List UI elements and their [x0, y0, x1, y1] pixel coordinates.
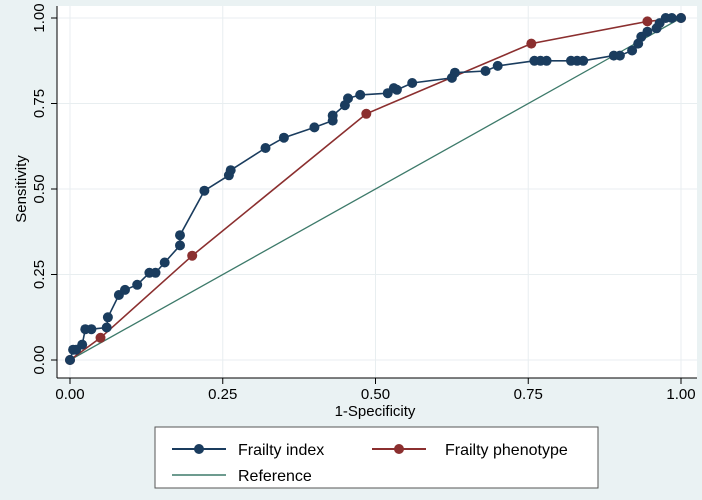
data-point-frailty-phenotype-1: [95, 332, 106, 343]
data-point-frailty-index-46: [642, 26, 653, 37]
data-point-frailty-index-16: [199, 185, 210, 196]
x-tick-label-1: 0.25: [208, 386, 237, 403]
data-point-frailty-index-7: [102, 312, 113, 323]
data-point-frailty-index-33: [480, 66, 491, 76]
grid-lines: [57, 6, 697, 378]
data-point-frailty-index-6: [101, 322, 112, 333]
data-point-frailty-index-15: [175, 230, 185, 241]
x-tick-label-0: 0.00: [55, 386, 84, 403]
data-point-frailty-index-32: [449, 67, 460, 78]
y-tick-label-4: 1.00: [31, 3, 48, 32]
data-point-frailty-index-21: [309, 122, 320, 133]
legend-item-reference: Reference: [172, 468, 312, 485]
data-point-frailty-index-18: [225, 165, 236, 176]
axes: [51, 6, 697, 384]
data-point-frailty-index-30: [407, 78, 418, 88]
legend-item-frailty-index: Frailty index: [172, 442, 324, 459]
legend-label-frailty-phenotype: Frailty phenotype: [445, 442, 568, 459]
data-point-frailty-index-5: [86, 324, 97, 335]
data-point-frailty-index-19: [260, 143, 271, 153]
y-tick-label-3: 0.75: [31, 89, 48, 118]
data-point-frailty-index-14: [175, 240, 185, 251]
series-layer: [65, 13, 686, 365]
x-axis-title: 1-Specificity: [335, 403, 416, 420]
data-point-frailty-index-10: [132, 279, 143, 290]
data-point-frailty-index-40: [578, 55, 589, 66]
data-point-frailty-index-3: [77, 339, 88, 350]
data-point-frailty-index-12: [150, 267, 161, 278]
x-tick-label-4: 1.00: [666, 386, 695, 403]
data-point-frailty-index-9: [120, 284, 130, 295]
plot-area: [57, 6, 697, 378]
data-point-frailty-index-20: [278, 132, 289, 143]
y-axis-title: Sensitivity: [13, 155, 30, 223]
x-tick-label-2: 0.50: [361, 386, 390, 403]
data-point-frailty-phenotype-4: [526, 38, 537, 49]
data-point-frailty-index-0: [65, 355, 75, 365]
x-tick-label-3: 0.75: [514, 386, 543, 403]
data-point-frailty-phenotype-3: [361, 108, 372, 119]
data-point-frailty-index-23: [327, 110, 338, 121]
data-point-frailty-index-51: [676, 13, 686, 23]
legend: Frailty index Frailty phenotype Referenc…: [154, 426, 599, 489]
data-point-frailty-index-43: [627, 45, 638, 56]
series-line-reference: [69, 17, 682, 361]
legend-label-frailty-index: Frailty index: [238, 442, 324, 459]
y-tick-label-1: 0.25: [31, 260, 48, 289]
legend-label-reference: Reference: [238, 468, 312, 485]
data-point-frailty-index-37: [541, 55, 552, 66]
tick-labels: 0.00 0.25 0.50 0.75 1.00 0.00 0.25 0.50 0.75 1.00: [31, 3, 696, 403]
legend-marker-frailty-index: [194, 444, 204, 454]
y-tick-label-0: 0.00: [31, 345, 48, 374]
data-point-frailty-index-26: [355, 89, 366, 100]
series-frailty-index: [65, 13, 686, 365]
data-point-frailty-index-50: [666, 13, 677, 23]
legend-marker-frailty-phenotype: [394, 444, 404, 454]
data-point-frailty-index-25: [343, 93, 353, 104]
data-point-frailty-phenotype-5: [642, 16, 653, 27]
series-reference: [69, 17, 682, 361]
data-point-frailty-index-34: [492, 60, 503, 71]
data-point-frailty-index-42: [614, 50, 625, 61]
y-tick-label-2: 0.50: [31, 174, 48, 203]
legend-box: [154, 426, 599, 489]
legend-item-frailty-phenotype: Frailty phenotype: [372, 442, 568, 459]
data-point-frailty-index-13: [159, 257, 170, 268]
data-point-frailty-index-29: [391, 84, 402, 95]
data-point-frailty-phenotype-2: [187, 250, 198, 261]
